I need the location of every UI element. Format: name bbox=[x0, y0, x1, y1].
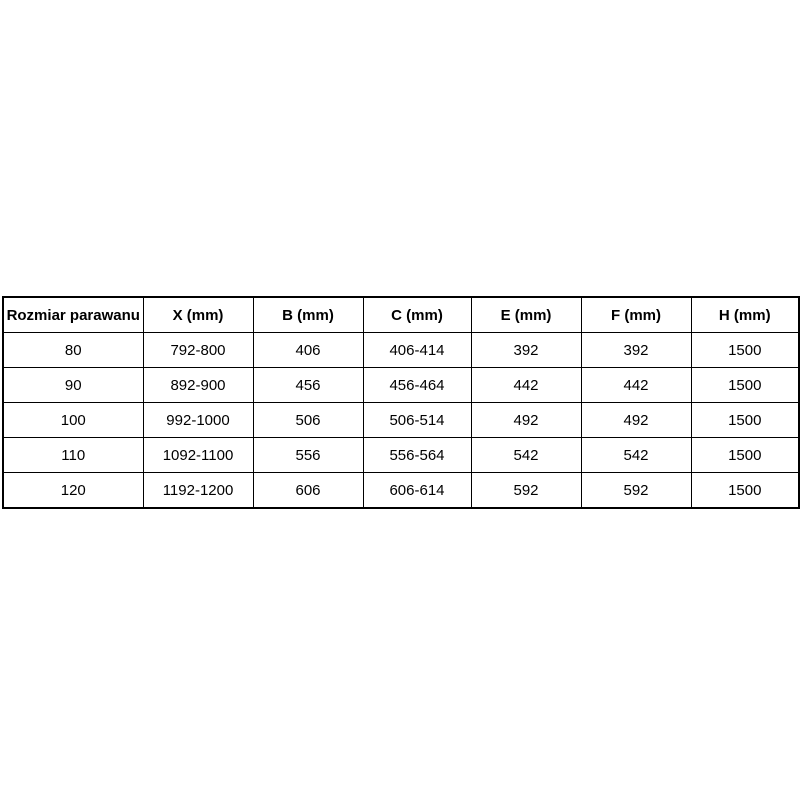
cell-f: 542 bbox=[580, 437, 692, 473]
cell-h: 1500 bbox=[690, 402, 800, 438]
table-row: 90 892-900 456 456-464 442 442 1500 bbox=[2, 367, 800, 403]
cell-c: 606-614 bbox=[362, 472, 472, 509]
cell-e: 592 bbox=[470, 472, 582, 509]
cell-x: 992-1000 bbox=[142, 402, 254, 438]
cell-h: 1500 bbox=[690, 367, 800, 403]
cell-size: 100 bbox=[2, 402, 144, 438]
table-header-row: Rozmiar parawanu X (mm) B (mm) C (mm) E … bbox=[2, 296, 800, 333]
header-cell-b: B (mm) bbox=[252, 296, 364, 333]
table-row: 100 992-1000 506 506-514 492 492 1500 bbox=[2, 402, 800, 438]
cell-h: 1500 bbox=[690, 437, 800, 473]
header-cell-c: C (mm) bbox=[362, 296, 472, 333]
cell-x: 1092-1100 bbox=[142, 437, 254, 473]
cell-c: 506-514 bbox=[362, 402, 472, 438]
cell-h: 1500 bbox=[690, 332, 800, 368]
size-spec-table: Rozmiar parawanu X (mm) B (mm) C (mm) E … bbox=[2, 296, 800, 509]
table-row: 120 1192-1200 606 606-614 592 592 1500 bbox=[2, 472, 800, 509]
cell-e: 542 bbox=[470, 437, 582, 473]
cell-size: 90 bbox=[2, 367, 144, 403]
cell-f: 442 bbox=[580, 367, 692, 403]
cell-f: 392 bbox=[580, 332, 692, 368]
cell-b: 606 bbox=[252, 472, 364, 509]
cell-e: 492 bbox=[470, 402, 582, 438]
cell-x: 1192-1200 bbox=[142, 472, 254, 509]
header-cell-e: E (mm) bbox=[470, 296, 582, 333]
cell-size: 80 bbox=[2, 332, 144, 368]
cell-c: 556-564 bbox=[362, 437, 472, 473]
header-cell-f: F (mm) bbox=[580, 296, 692, 333]
header-cell-x: X (mm) bbox=[142, 296, 254, 333]
cell-b: 456 bbox=[252, 367, 364, 403]
cell-h: 1500 bbox=[690, 472, 800, 509]
header-cell-h: H (mm) bbox=[690, 296, 800, 333]
cell-b: 556 bbox=[252, 437, 364, 473]
header-cell-rozmiar: Rozmiar parawanu bbox=[2, 296, 144, 333]
cell-c: 406-414 bbox=[362, 332, 472, 368]
table-row: 110 1092-1100 556 556-564 542 542 1500 bbox=[2, 437, 800, 473]
cell-x: 892-900 bbox=[142, 367, 254, 403]
cell-e: 392 bbox=[470, 332, 582, 368]
cell-e: 442 bbox=[470, 367, 582, 403]
cell-b: 406 bbox=[252, 332, 364, 368]
cell-b: 506 bbox=[252, 402, 364, 438]
cell-size: 110 bbox=[2, 437, 144, 473]
cell-c: 456-464 bbox=[362, 367, 472, 403]
cell-x: 792-800 bbox=[142, 332, 254, 368]
cell-size: 120 bbox=[2, 472, 144, 509]
cell-f: 592 bbox=[580, 472, 692, 509]
cell-f: 492 bbox=[580, 402, 692, 438]
table-row: 80 792-800 406 406-414 392 392 1500 bbox=[2, 332, 800, 368]
